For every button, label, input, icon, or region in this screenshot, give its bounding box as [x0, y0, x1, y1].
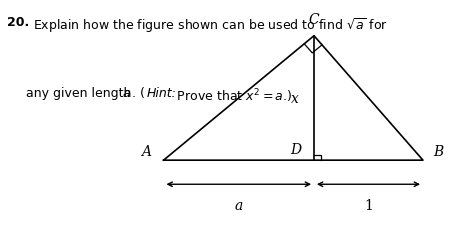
Text: Explain how the figure shown can be used to find $\sqrt{a}$ for: Explain how the figure shown can be used…	[33, 16, 388, 35]
Text: x: x	[290, 92, 298, 106]
Text: 20.: 20.	[7, 16, 29, 29]
Text: B: B	[433, 144, 444, 158]
Text: Prove that $x^{2} = a$.): Prove that $x^{2} = a$.)	[173, 87, 292, 105]
Text: Hint:: Hint:	[147, 87, 176, 100]
Text: D: D	[290, 142, 301, 156]
Text: any given length: any given length	[26, 87, 135, 100]
Text: a: a	[123, 87, 131, 100]
Text: A: A	[140, 144, 150, 158]
Text: a: a	[235, 199, 243, 212]
Text: . (: . (	[132, 87, 145, 100]
Text: 1: 1	[364, 199, 373, 212]
Text: C: C	[309, 13, 319, 27]
